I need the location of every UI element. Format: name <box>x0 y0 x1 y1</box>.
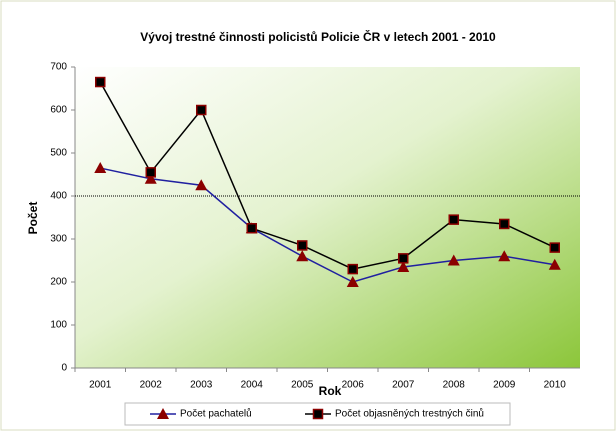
data-point <box>144 172 157 184</box>
data-point <box>246 223 257 234</box>
data-point <box>145 167 156 178</box>
chart-title: Vývoj trestné činnosti policistů Policie… <box>140 29 496 44</box>
y-tick-label: 500 <box>50 148 67 159</box>
data-point <box>95 76 106 88</box>
x-tick-label: 2010 <box>544 380 567 391</box>
y-tick-label: 0 <box>61 363 67 374</box>
x-tick-label: 2003 <box>190 380 213 391</box>
x-tick-label: 2004 <box>241 380 264 391</box>
y-axis-label: Počet <box>26 202 40 235</box>
data-point <box>397 260 410 272</box>
legend-label: Počet pachatelů <box>180 408 252 420</box>
x-tick-label: 2005 <box>291 380 314 391</box>
series-line <box>99 81 556 270</box>
data-point <box>448 214 459 225</box>
x-tick-label: 2006 <box>342 380 365 391</box>
series-line <box>100 167 555 283</box>
data-point <box>347 263 358 275</box>
legend-marker <box>312 408 324 420</box>
legend-marker <box>157 408 169 419</box>
data-point <box>499 218 510 230</box>
y-tick-label: 200 <box>50 277 67 288</box>
x-tick-label: 2008 <box>443 380 466 391</box>
data-point <box>498 250 511 262</box>
data-point <box>548 258 561 270</box>
y-tick-label: 700 <box>50 62 67 73</box>
y-tick-label: 300 <box>50 234 67 245</box>
x-axis-label: Rok <box>319 384 342 398</box>
y-tick-label: 600 <box>50 105 67 116</box>
data-point <box>196 104 207 116</box>
data-point <box>549 242 560 253</box>
data-point <box>398 253 409 264</box>
legend-label: Počet objasněných trestných činů <box>335 408 484 420</box>
x-tick-label: 2009 <box>493 380 516 391</box>
data-point <box>195 179 208 191</box>
x-tick-label: 2002 <box>140 380 163 391</box>
x-tick-label: 2007 <box>392 380 415 391</box>
data-point <box>346 276 359 287</box>
data-point <box>447 254 460 266</box>
data-point <box>94 162 107 174</box>
y-tick-label: 100 <box>50 320 67 331</box>
y-tick-label: 400 <box>50 191 67 202</box>
x-tick-label: 2001 <box>89 380 112 391</box>
data-point <box>297 240 308 251</box>
data-point <box>296 250 309 262</box>
plot-area <box>75 67 580 368</box>
